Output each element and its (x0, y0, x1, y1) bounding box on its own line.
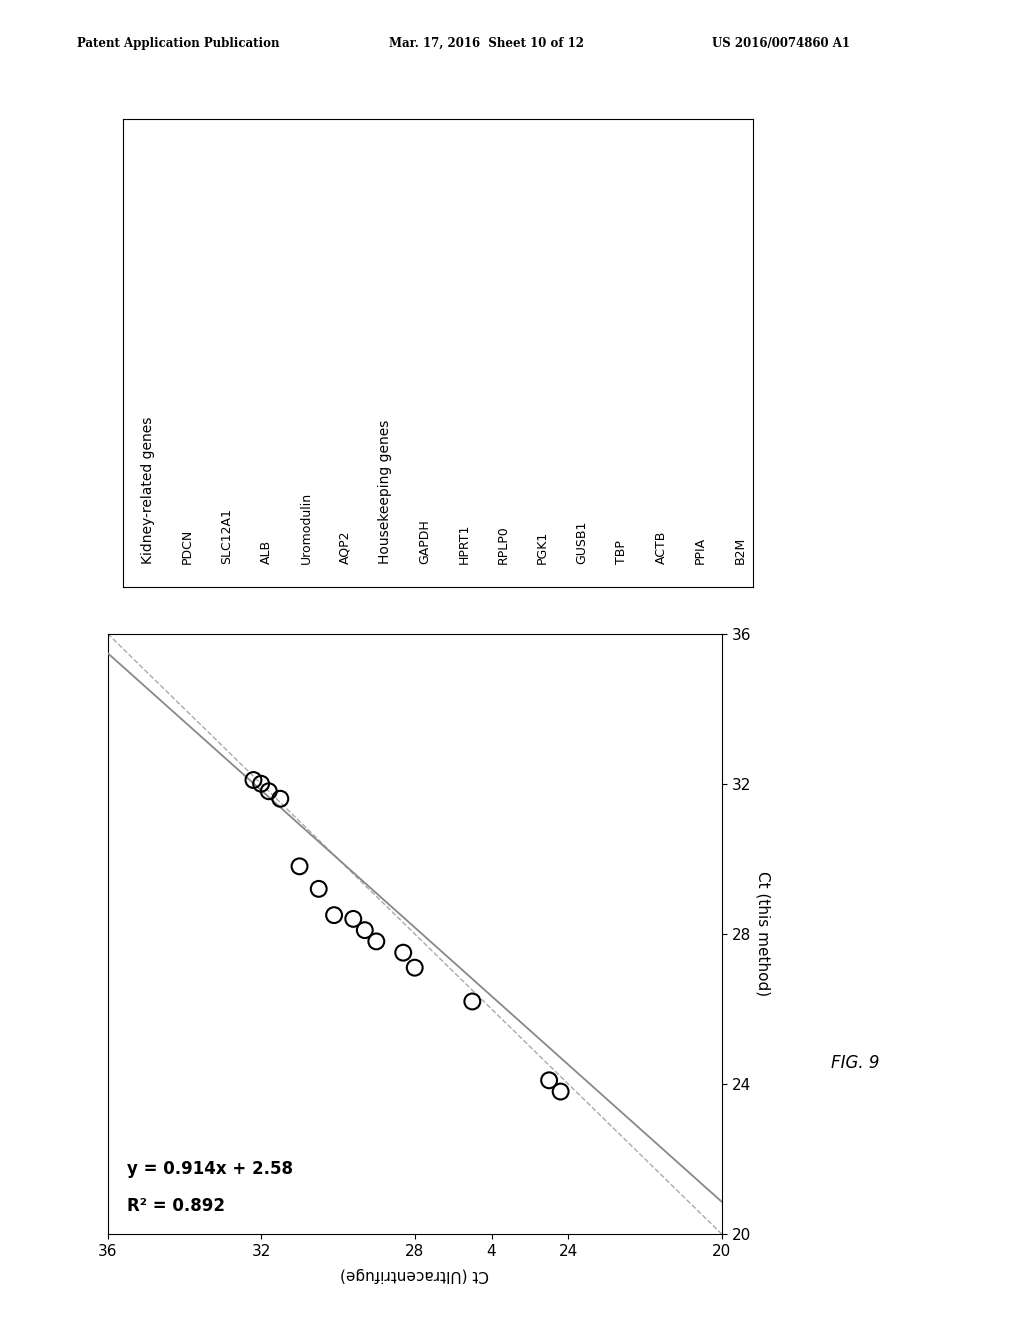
Text: GUSB1: GUSB1 (575, 520, 589, 564)
Y-axis label: Ct (this method): Ct (this method) (756, 871, 771, 997)
Text: ACTB: ACTB (654, 531, 668, 564)
Point (464, 991, 480, 1012)
Text: ALB: ALB (260, 540, 273, 564)
Text: US 2016/0074860 A1: US 2016/0074860 A1 (712, 37, 850, 50)
Text: SLC12A1: SLC12A1 (220, 508, 233, 564)
Text: HPRT1: HPRT1 (458, 524, 470, 564)
Point (356, 920, 373, 941)
Text: PDCN: PDCN (181, 529, 194, 564)
Text: y = 0.914x + 2.58: y = 0.914x + 2.58 (127, 1160, 293, 1177)
Point (541, 1069, 557, 1090)
Point (368, 931, 384, 952)
Point (326, 904, 342, 925)
Text: Uromodulin: Uromodulin (299, 492, 312, 564)
Point (407, 957, 423, 978)
Point (310, 878, 327, 899)
Text: RPLP0: RPLP0 (497, 525, 510, 564)
Point (253, 774, 269, 795)
Text: PPIA: PPIA (694, 537, 708, 564)
Text: R² = 0.892: R² = 0.892 (127, 1197, 224, 1216)
Point (395, 942, 412, 964)
Text: FIG. 9: FIG. 9 (830, 1053, 880, 1072)
Text: AQP2: AQP2 (339, 531, 352, 564)
Point (552, 1081, 568, 1102)
Text: Housekeeping genes: Housekeeping genes (378, 420, 392, 564)
Text: PGK1: PGK1 (537, 531, 549, 564)
Text: Mar. 17, 2016  Sheet 10 of 12: Mar. 17, 2016 Sheet 10 of 12 (389, 37, 584, 50)
Point (345, 908, 361, 929)
Point (272, 788, 289, 809)
X-axis label: Ct (Ultracentrifuge): Ct (Ultracentrifuge) (340, 1267, 489, 1282)
Text: GAPDH: GAPDH (418, 519, 431, 564)
Text: Patent Application Publication: Patent Application Publication (77, 37, 280, 50)
Point (245, 770, 261, 791)
Text: B2M: B2M (733, 537, 746, 564)
Text: Kidney-related genes: Kidney-related genes (141, 417, 155, 564)
Point (260, 780, 276, 801)
Text: TBP: TBP (615, 540, 628, 564)
Point (291, 855, 307, 876)
